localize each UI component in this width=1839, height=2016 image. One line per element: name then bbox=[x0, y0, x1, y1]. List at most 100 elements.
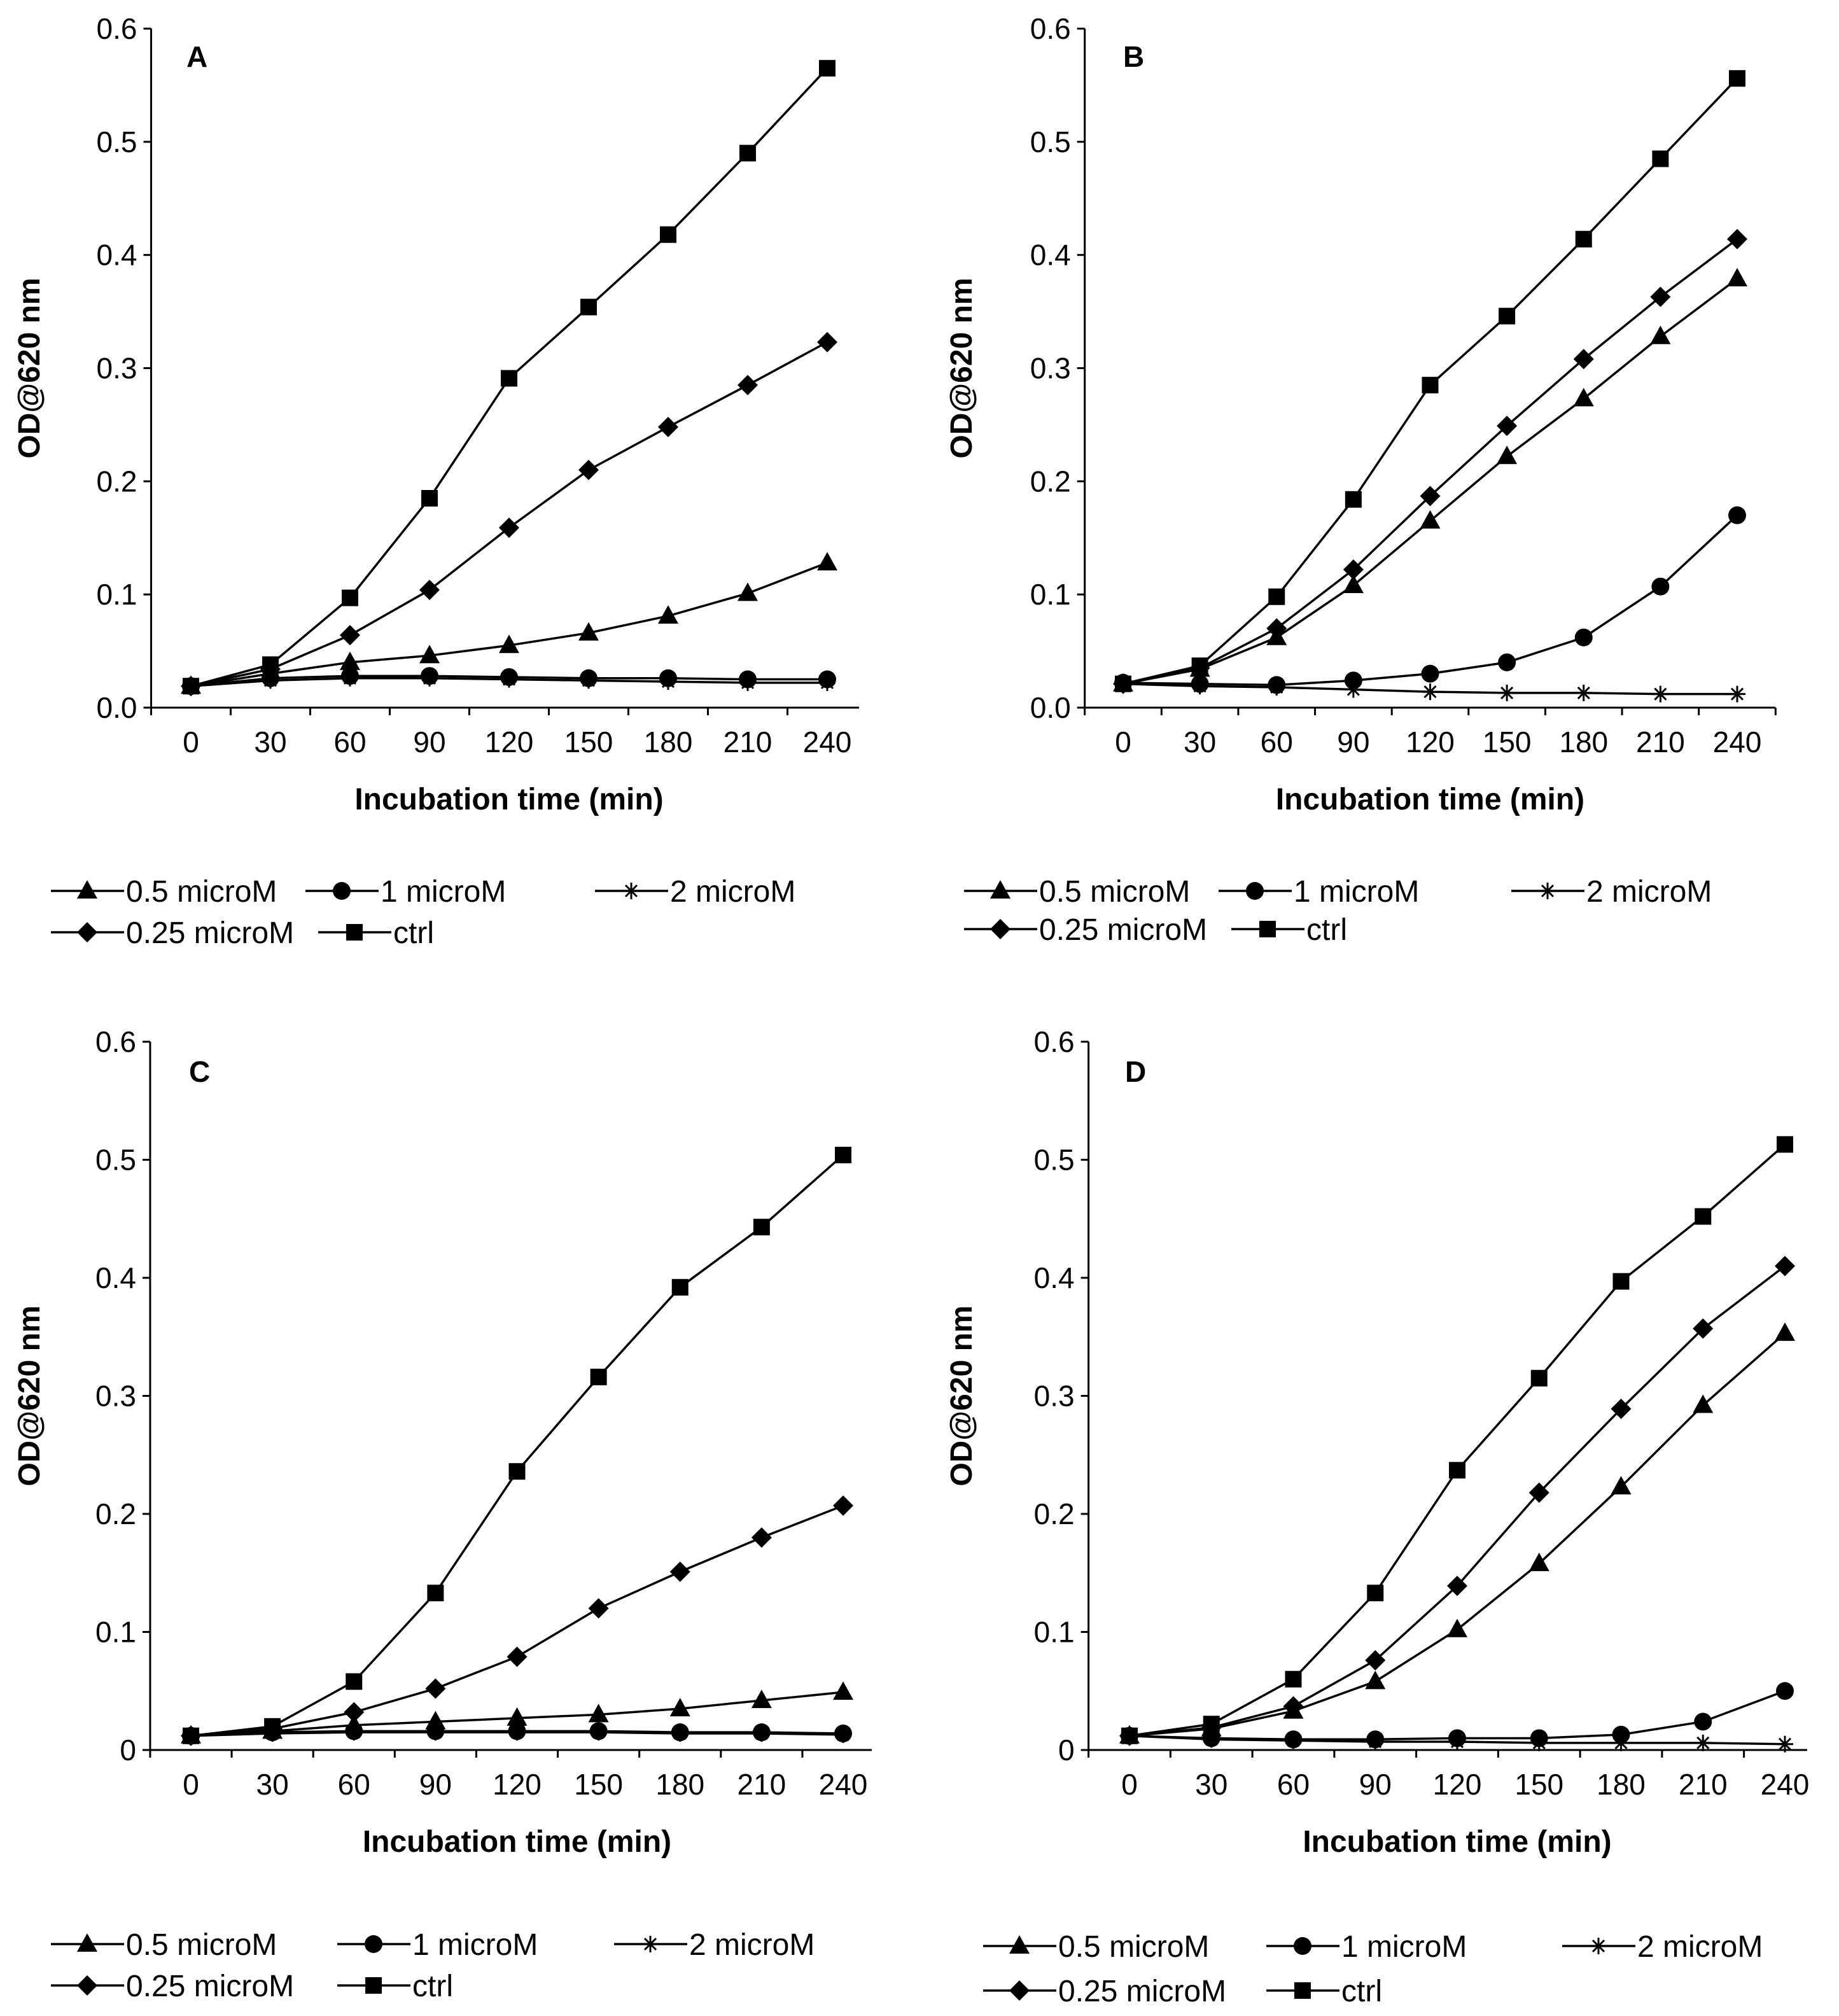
y-tick-label-c: 0.3 bbox=[95, 1380, 136, 1413]
data-point-c-circle bbox=[671, 1723, 689, 1742]
data-point-b-square bbox=[1268, 588, 1285, 605]
legend-marker-asterisk-icon-stroke-3 bbox=[1591, 1939, 1605, 1953]
legend-marker-triangle-icon bbox=[77, 880, 97, 899]
legend-item-a-circle: 1 microM bbox=[305, 875, 506, 909]
data-point-b-asterisk bbox=[1575, 684, 1592, 701]
data-point-b-triangle bbox=[1343, 574, 1364, 593]
y-tick-label-c: 0.5 bbox=[95, 1144, 136, 1177]
data-point-a-circle-shape bbox=[659, 669, 677, 687]
y-tick-label-d: 0.1 bbox=[1034, 1616, 1075, 1649]
data-point-d-circle-shape bbox=[1530, 1729, 1548, 1747]
data-point-d-diamond-shape bbox=[1693, 1318, 1714, 1339]
data-point-d-diamond bbox=[1611, 1398, 1632, 1419]
data-point-a-circle bbox=[659, 669, 677, 687]
data-point-a-triangle bbox=[340, 651, 360, 670]
data-point-a-diamond bbox=[738, 375, 758, 396]
legend-marker-circle-icon-shape bbox=[1246, 882, 1264, 900]
panel-label-d: D bbox=[1125, 1055, 1146, 1088]
chart-panel-d: 0 0.1 0.2 0.3 0.4 0.5 0.6 0 30 60 90 120 150 180 210 24… bbox=[945, 1025, 1809, 2008]
series-d-circle bbox=[1121, 1682, 1794, 1749]
data-point-a-square bbox=[739, 144, 756, 162]
data-point-b-circle bbox=[1498, 653, 1516, 671]
data-point-a-triangle bbox=[578, 622, 599, 641]
x-tick-label-d: 120 bbox=[1433, 1768, 1482, 1801]
data-point-c-square-shape bbox=[346, 1673, 363, 1690]
data-point-d-diamond-shape bbox=[1447, 1576, 1467, 1597]
x-axis-title-c: Incubation time (min) bbox=[363, 1825, 671, 1859]
data-point-c-square bbox=[671, 1278, 689, 1296]
data-point-d-square bbox=[1367, 1585, 1384, 1602]
legend-marker-diamond-icon-shape bbox=[1009, 1980, 1030, 2001]
data-point-b-square bbox=[1191, 657, 1208, 675]
data-point-d-triangle bbox=[1528, 1552, 1549, 1571]
data-point-b-diamond-shape bbox=[1420, 486, 1441, 507]
data-point-c-diamond bbox=[833, 1495, 853, 1516]
data-point-d-square bbox=[1285, 1670, 1302, 1688]
x-tick-label-b: 240 bbox=[1713, 725, 1762, 759]
data-point-d-circle-shape bbox=[1694, 1712, 1712, 1731]
y-tick-label-d: 0 bbox=[1058, 1733, 1075, 1767]
x-tick-label-b: 60 bbox=[1261, 725, 1293, 759]
data-point-d-square-shape bbox=[1777, 1136, 1793, 1153]
y-tick-label-a: 0.4 bbox=[97, 239, 137, 272]
data-point-b-triangle bbox=[1497, 445, 1518, 465]
legend-label: 2 microM bbox=[1637, 1930, 1763, 1964]
x-tick-label-c: 60 bbox=[338, 1768, 370, 1801]
y-tick-label-b: 0.1 bbox=[1030, 578, 1071, 611]
x-tick-label-b: 0 bbox=[1115, 725, 1131, 759]
legend-label: 2 microM bbox=[1586, 875, 1712, 909]
data-point-a-diamond bbox=[578, 459, 599, 480]
x-tick-label-d: 60 bbox=[1277, 1768, 1310, 1801]
legend-label: 1 microM bbox=[381, 875, 506, 909]
data-point-b-asterisk-stroke-3 bbox=[1577, 686, 1590, 699]
data-point-a-square bbox=[819, 60, 836, 77]
data-point-d-diamond-shape bbox=[1611, 1398, 1632, 1419]
data-point-b-diamond bbox=[1343, 559, 1364, 580]
legend-marker-diamond-icon bbox=[1009, 1980, 1030, 2001]
legend-marker-triangle-icon-shape bbox=[77, 1933, 97, 1952]
data-point-c-diamond bbox=[425, 1678, 446, 1699]
data-point-d-triangle-shape bbox=[1365, 1670, 1386, 1690]
data-point-b-square bbox=[1422, 377, 1439, 394]
series-c-square bbox=[183, 1147, 851, 1744]
data-point-c-square bbox=[264, 1718, 281, 1735]
x-tick-label-a: 150 bbox=[564, 725, 613, 759]
x-tick-label-c: 150 bbox=[574, 1768, 623, 1801]
data-point-d-square-shape bbox=[1530, 1369, 1548, 1387]
data-point-b-square-shape bbox=[1422, 377, 1439, 394]
y-tick-label-c: 0 bbox=[120, 1733, 136, 1767]
data-point-c-triangle bbox=[425, 1711, 446, 1730]
data-point-d-diamond-shape bbox=[1283, 1696, 1304, 1717]
data-point-c-diamond bbox=[669, 1561, 690, 1582]
y-tick-label-b: 0.4 bbox=[1030, 239, 1071, 272]
data-point-d-asterisk bbox=[1777, 1735, 1793, 1753]
data-point-a-diamond-shape bbox=[738, 375, 758, 396]
data-point-d-circle bbox=[1448, 1729, 1466, 1747]
data-point-c-diamond-shape bbox=[588, 1598, 609, 1619]
data-point-d-triangle bbox=[1775, 1322, 1795, 1341]
legend-item-b-circle: 1 microM bbox=[1219, 875, 1419, 909]
x-tick-label-a: 90 bbox=[413, 725, 445, 759]
data-point-c-diamond-shape bbox=[344, 1702, 365, 1723]
data-point-a-diamond-shape bbox=[578, 459, 599, 480]
data-point-a-triangle-shape bbox=[817, 552, 837, 571]
data-point-d-triangle-shape bbox=[1693, 1394, 1714, 1413]
data-point-d-triangle-shape bbox=[1447, 1618, 1467, 1637]
data-point-d-triangle bbox=[1693, 1394, 1714, 1413]
legend-marker-diamond-icon bbox=[77, 922, 97, 942]
data-point-b-square-shape bbox=[1652, 150, 1669, 167]
data-point-b-diamond bbox=[1420, 486, 1441, 507]
data-point-d-square bbox=[1695, 1208, 1712, 1225]
legend-marker-asterisk-icon-stroke-3 bbox=[643, 1937, 657, 1951]
x-tick-label-a: 240 bbox=[803, 725, 852, 759]
data-point-a-square-shape bbox=[501, 370, 517, 387]
legend-label: ctrl bbox=[412, 1970, 453, 2003]
legend-label: 1 microM bbox=[412, 1928, 538, 1962]
legend-item-b-asterisk: 2 microM bbox=[1511, 875, 1712, 909]
data-point-b-triangle bbox=[1650, 325, 1671, 344]
data-point-a-triangle bbox=[658, 605, 678, 624]
legend-item-c-square: ctrl bbox=[337, 1970, 453, 2003]
data-point-b-triangle bbox=[1420, 510, 1441, 529]
data-point-c-square-shape bbox=[427, 1585, 444, 1602]
legend-marker-asterisk-icon bbox=[642, 1936, 659, 1952]
